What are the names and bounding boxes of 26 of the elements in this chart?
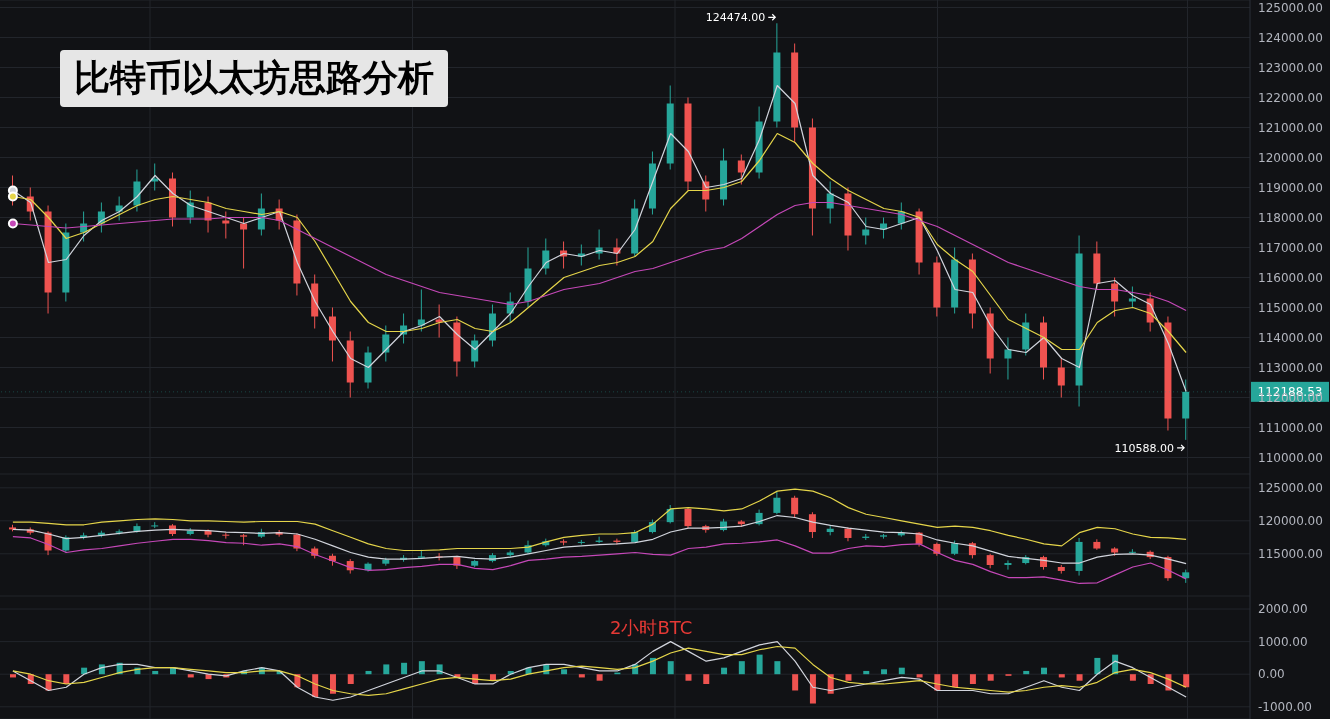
annotation: 110588.00: [1114, 441, 1175, 455]
y-tick-label: 115000.00: [1258, 300, 1323, 315]
y-tick-label: 111000.00: [1258, 420, 1323, 435]
y-tick-label: -1000.00: [1258, 700, 1312, 715]
text: 比特币以太坊思路分析: [60, 50, 448, 107]
y-tick-label: 2000.00: [1258, 602, 1308, 617]
y-tick-label: 125000.00: [1258, 481, 1323, 496]
annotation: 2小时BTC: [610, 616, 693, 640]
y-tick-label: 120000.00: [1258, 150, 1323, 165]
y-tick-label: 114000.00: [1258, 330, 1323, 345]
y-tick-label: 120000.00: [1258, 514, 1323, 529]
y-tick-label: 115000.00: [1258, 547, 1323, 562]
y-tick-label: 117000.00: [1258, 240, 1323, 255]
y-tick-label: 121000.00: [1258, 120, 1323, 135]
y-tick-label: 116000.00: [1258, 270, 1323, 285]
y-tick-label: 123000.00: [1258, 60, 1323, 75]
y-tick-label: 110000.00: [1258, 450, 1323, 465]
y-tick-label: 119000.00: [1258, 180, 1323, 195]
y-tick-label: 113000.00: [1258, 360, 1323, 375]
annotation: 124474.00: [705, 11, 766, 25]
y-tick-label: 122000.00: [1258, 90, 1323, 105]
y-tick-label: 124000.00: [1258, 30, 1323, 45]
y-tick-label: 125000.00: [1258, 0, 1323, 15]
y-tick-label: 1000.00: [1258, 634, 1308, 649]
y-tick-label: 118000.00: [1258, 210, 1323, 225]
y-tick-label: 0.00: [1258, 667, 1285, 682]
